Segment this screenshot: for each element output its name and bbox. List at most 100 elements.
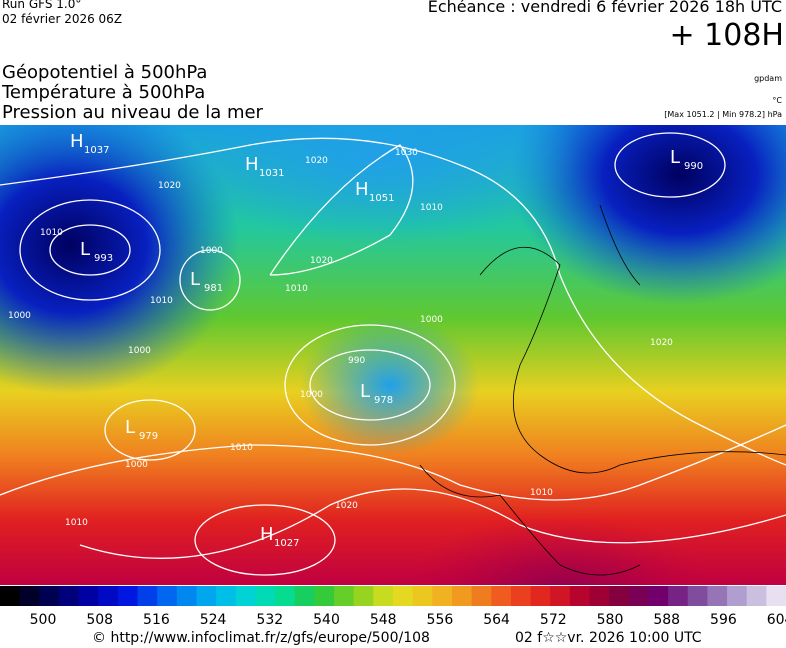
range: [Max 1051.2 | Min 978.2] hPa <box>664 110 782 119</box>
colorbar-label: 604 <box>767 612 786 628</box>
color-cell <box>451 586 473 606</box>
center-kind: L <box>80 239 90 260</box>
layer: Géopotentiel à 500hPa <box>2 62 208 83</box>
center-value: 1051 <box>369 193 394 204</box>
center-value: 1037 <box>84 145 109 156</box>
isobar-label: 1000 <box>128 346 151 356</box>
center-kind: H <box>260 524 274 545</box>
lead-time: + 108H <box>669 18 785 53</box>
center-value: 993 <box>94 253 113 264</box>
isobar-label: 1000 <box>300 390 323 400</box>
color-cell <box>668 586 689 606</box>
isobar-label: 1020 <box>650 338 673 348</box>
colorbar-label: 596 <box>710 612 737 628</box>
isobar-label: 1020 <box>158 181 181 191</box>
center-kind: H <box>70 131 84 152</box>
color-cell <box>609 586 630 606</box>
color-cell <box>373 586 394 606</box>
color-cell <box>314 586 335 606</box>
isobar-label: 1010 <box>150 296 173 306</box>
color-cell <box>393 586 414 606</box>
color-cell <box>471 586 492 606</box>
layer: Température à 500hPa <box>2 82 206 103</box>
center-kind: L <box>670 147 680 168</box>
color-cell <box>628 586 649 606</box>
color-cell <box>137 586 158 606</box>
center-value: 979 <box>139 431 158 442</box>
color-cell <box>78 586 99 606</box>
colorbar-label: 588 <box>653 612 680 628</box>
isobar-label: 1020 <box>305 156 328 166</box>
generated: 02 f☆☆vr. 2026 10:00 UTC <box>515 630 702 646</box>
unit: gpdam <box>754 74 782 83</box>
center-kind: L <box>125 417 135 438</box>
center-kind: H <box>355 179 369 200</box>
run: Run GFS 1.0° <box>2 0 82 11</box>
unit: °C <box>772 96 782 105</box>
color-cell <box>275 586 296 606</box>
color-cell <box>235 586 256 606</box>
isobar-label: 990 <box>348 356 365 366</box>
color-cell <box>432 586 453 606</box>
color-cell <box>39 586 60 606</box>
color-cell <box>294 586 315 606</box>
color-cell <box>216 586 237 606</box>
isobar-label: 1010 <box>530 488 553 498</box>
color-cell <box>648 586 669 606</box>
color-cell <box>589 586 610 606</box>
isobar-label: 1030 <box>395 148 418 158</box>
layer: Pression au niveau de la mer <box>2 102 263 123</box>
color-cell <box>569 586 590 606</box>
color-cell <box>687 586 708 606</box>
colorbar-label: 548 <box>370 612 397 628</box>
isobar-label: 1010 <box>40 228 63 238</box>
color-cell <box>707 586 728 606</box>
colorbar-label: 556 <box>427 612 454 628</box>
color-cell <box>196 586 217 606</box>
colorbar-label: 564 <box>483 612 510 628</box>
colorbar-label: 500 <box>30 612 57 628</box>
colorbar-label: 540 <box>313 612 340 628</box>
color-cell <box>530 586 551 606</box>
color-cell <box>746 586 767 606</box>
color-cell <box>412 586 433 606</box>
source: © http://www.infoclimat.fr/z/gfs/europe/… <box>92 630 430 646</box>
isobar-label: 1000 <box>200 246 223 256</box>
isobar-label: 1000 <box>125 460 148 470</box>
color-cell <box>117 586 139 606</box>
isobar-label: 1010 <box>285 284 308 294</box>
color-cell <box>491 586 512 606</box>
center-value: 981 <box>204 283 223 294</box>
run-date: 02 février 2026 06Z <box>2 12 123 26</box>
colorbar-label: 524 <box>200 612 227 628</box>
color-cell <box>58 586 80 606</box>
colorbar-label: 532 <box>256 612 283 628</box>
color-cell <box>334 586 355 606</box>
center-value: 1027 <box>274 538 299 549</box>
colorbar-label: 580 <box>597 612 624 628</box>
isobar-label: 1000 <box>8 311 31 321</box>
forecast: Echéance : vendredi 6 février 2026 18h U… <box>427 0 782 16</box>
colorbar-label: 572 <box>540 612 567 628</box>
color-cell <box>176 586 197 606</box>
center-value: 1031 <box>259 168 284 179</box>
color-cell <box>727 586 748 606</box>
colorbar-label: 516 <box>143 612 170 628</box>
color-cell <box>0 586 21 606</box>
isobar-label: 1020 <box>335 501 358 511</box>
isobar-label: 1020 <box>310 256 333 266</box>
colorbar: 500 508 516 524 532 540 548 556 564 572 580 588 596 6… <box>0 586 786 628</box>
color-cell <box>255 586 276 606</box>
color-cell <box>766 586 786 606</box>
center-value: 990 <box>684 161 703 172</box>
center-kind: L <box>360 381 370 402</box>
isobar-label: 1010 <box>230 443 253 453</box>
color-cell <box>98 586 119 606</box>
color-cell <box>19 586 40 606</box>
color-cell <box>157 586 178 606</box>
color-cell <box>550 586 571 606</box>
center-kind: L <box>190 269 200 290</box>
isobar-label: 1000 <box>420 315 443 325</box>
color-cell <box>353 586 374 606</box>
